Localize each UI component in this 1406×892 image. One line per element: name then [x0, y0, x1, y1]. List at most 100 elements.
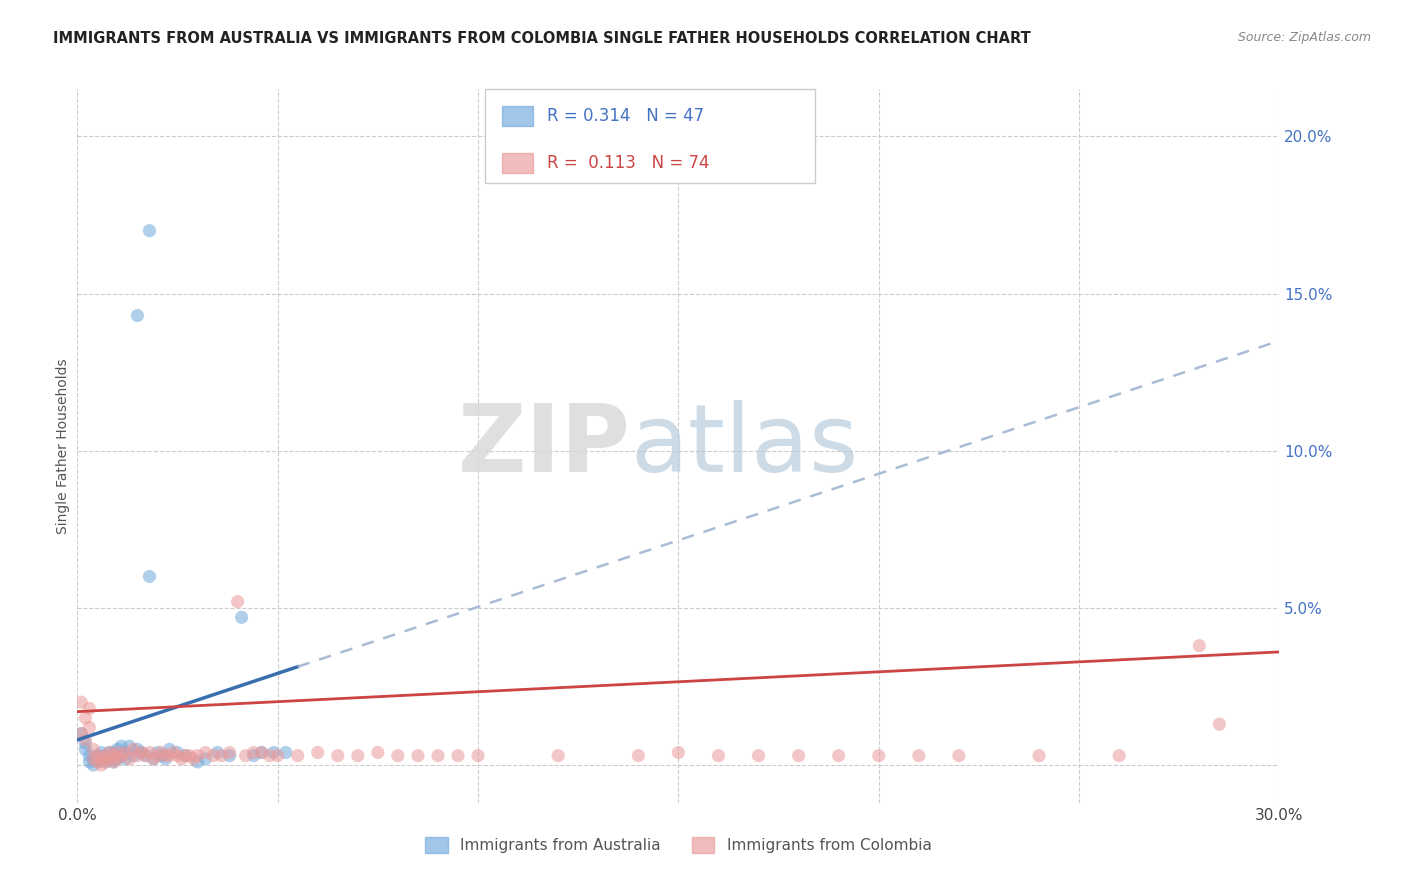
Point: [82, 752, 104, 766]
Point: [948, 748, 970, 763]
Point: [118, 752, 141, 766]
Point: [134, 748, 156, 763]
Point: [166, 748, 188, 763]
Point: [122, 748, 145, 763]
Point: [242, 748, 264, 763]
Point: [82, 758, 104, 772]
Point: [98, 752, 121, 766]
Point: [107, 752, 129, 766]
Point: [447, 748, 470, 763]
Point: [90, 752, 112, 766]
Point: [98, 746, 121, 760]
Point: [94, 755, 117, 769]
Point: [1208, 717, 1230, 731]
Point: [326, 748, 349, 763]
Point: [131, 746, 153, 760]
Point: [138, 746, 160, 760]
Point: [70, 726, 93, 740]
Point: [242, 746, 264, 760]
Point: [127, 742, 149, 756]
Point: [707, 748, 730, 763]
Point: [1108, 748, 1130, 763]
Legend: Immigrants from Australia, Immigrants from Colombia: Immigrants from Australia, Immigrants fr…: [419, 831, 938, 859]
Point: [259, 748, 281, 763]
Point: [75, 742, 97, 756]
Point: [207, 746, 229, 760]
Point: [122, 742, 145, 756]
Point: [114, 746, 136, 760]
Point: [103, 748, 125, 763]
Point: [547, 748, 569, 763]
Point: [103, 755, 125, 769]
Point: [70, 726, 93, 740]
Point: [166, 746, 188, 760]
Point: [627, 748, 650, 763]
Point: [1028, 748, 1050, 763]
Point: [186, 755, 209, 769]
Text: Source: ZipAtlas.com: Source: ZipAtlas.com: [1237, 31, 1371, 45]
Point: [79, 748, 101, 763]
Point: [748, 748, 770, 763]
Point: [107, 742, 129, 756]
Point: [146, 746, 169, 760]
Point: [218, 748, 240, 763]
Point: [103, 746, 125, 760]
Point: [142, 752, 165, 766]
Point: [250, 746, 273, 760]
Text: ZIP: ZIP: [457, 400, 630, 492]
Point: [170, 752, 193, 766]
Point: [155, 748, 177, 763]
Point: [118, 739, 141, 754]
Point: [114, 752, 136, 766]
Point: [110, 748, 132, 763]
Point: [98, 746, 121, 760]
Point: [179, 748, 201, 763]
Point: [82, 742, 104, 756]
Point: [90, 746, 112, 760]
Point: [75, 711, 97, 725]
Point: [159, 748, 181, 763]
Point: [90, 758, 112, 772]
Point: [70, 695, 93, 709]
Point: [274, 746, 297, 760]
Y-axis label: Single Father Households: Single Father Households: [56, 359, 70, 533]
Point: [226, 594, 249, 608]
Point: [174, 748, 197, 763]
Point: [82, 752, 104, 766]
Point: [194, 746, 217, 760]
Point: [94, 755, 117, 769]
Point: [828, 748, 851, 763]
Point: [75, 736, 97, 750]
Point: [367, 746, 389, 760]
Point: [162, 746, 184, 760]
Point: [235, 748, 257, 763]
Point: [110, 739, 132, 754]
Point: [908, 748, 931, 763]
Point: [142, 752, 165, 766]
Point: [1188, 639, 1211, 653]
Point: [94, 748, 117, 763]
Point: [427, 748, 450, 763]
Point: [194, 752, 217, 766]
Point: [86, 748, 108, 763]
Point: [218, 746, 240, 760]
Point: [155, 752, 177, 766]
Point: [86, 755, 108, 769]
Point: [79, 755, 101, 769]
Point: [146, 748, 169, 763]
Point: [668, 746, 690, 760]
Point: [107, 752, 129, 766]
Point: [868, 748, 890, 763]
Point: [127, 748, 149, 763]
Point: [79, 720, 101, 734]
Point: [110, 748, 132, 763]
Point: [211, 748, 233, 763]
Point: [127, 309, 149, 323]
Point: [94, 748, 117, 763]
Point: [347, 748, 370, 763]
Point: [267, 748, 290, 763]
Text: IMMIGRANTS FROM AUSTRALIA VS IMMIGRANTS FROM COLOMBIA SINGLE FATHER HOUSEHOLDS C: IMMIGRANTS FROM AUSTRALIA VS IMMIGRANTS …: [53, 31, 1031, 46]
Point: [75, 733, 97, 747]
Point: [787, 748, 810, 763]
Point: [183, 752, 205, 766]
